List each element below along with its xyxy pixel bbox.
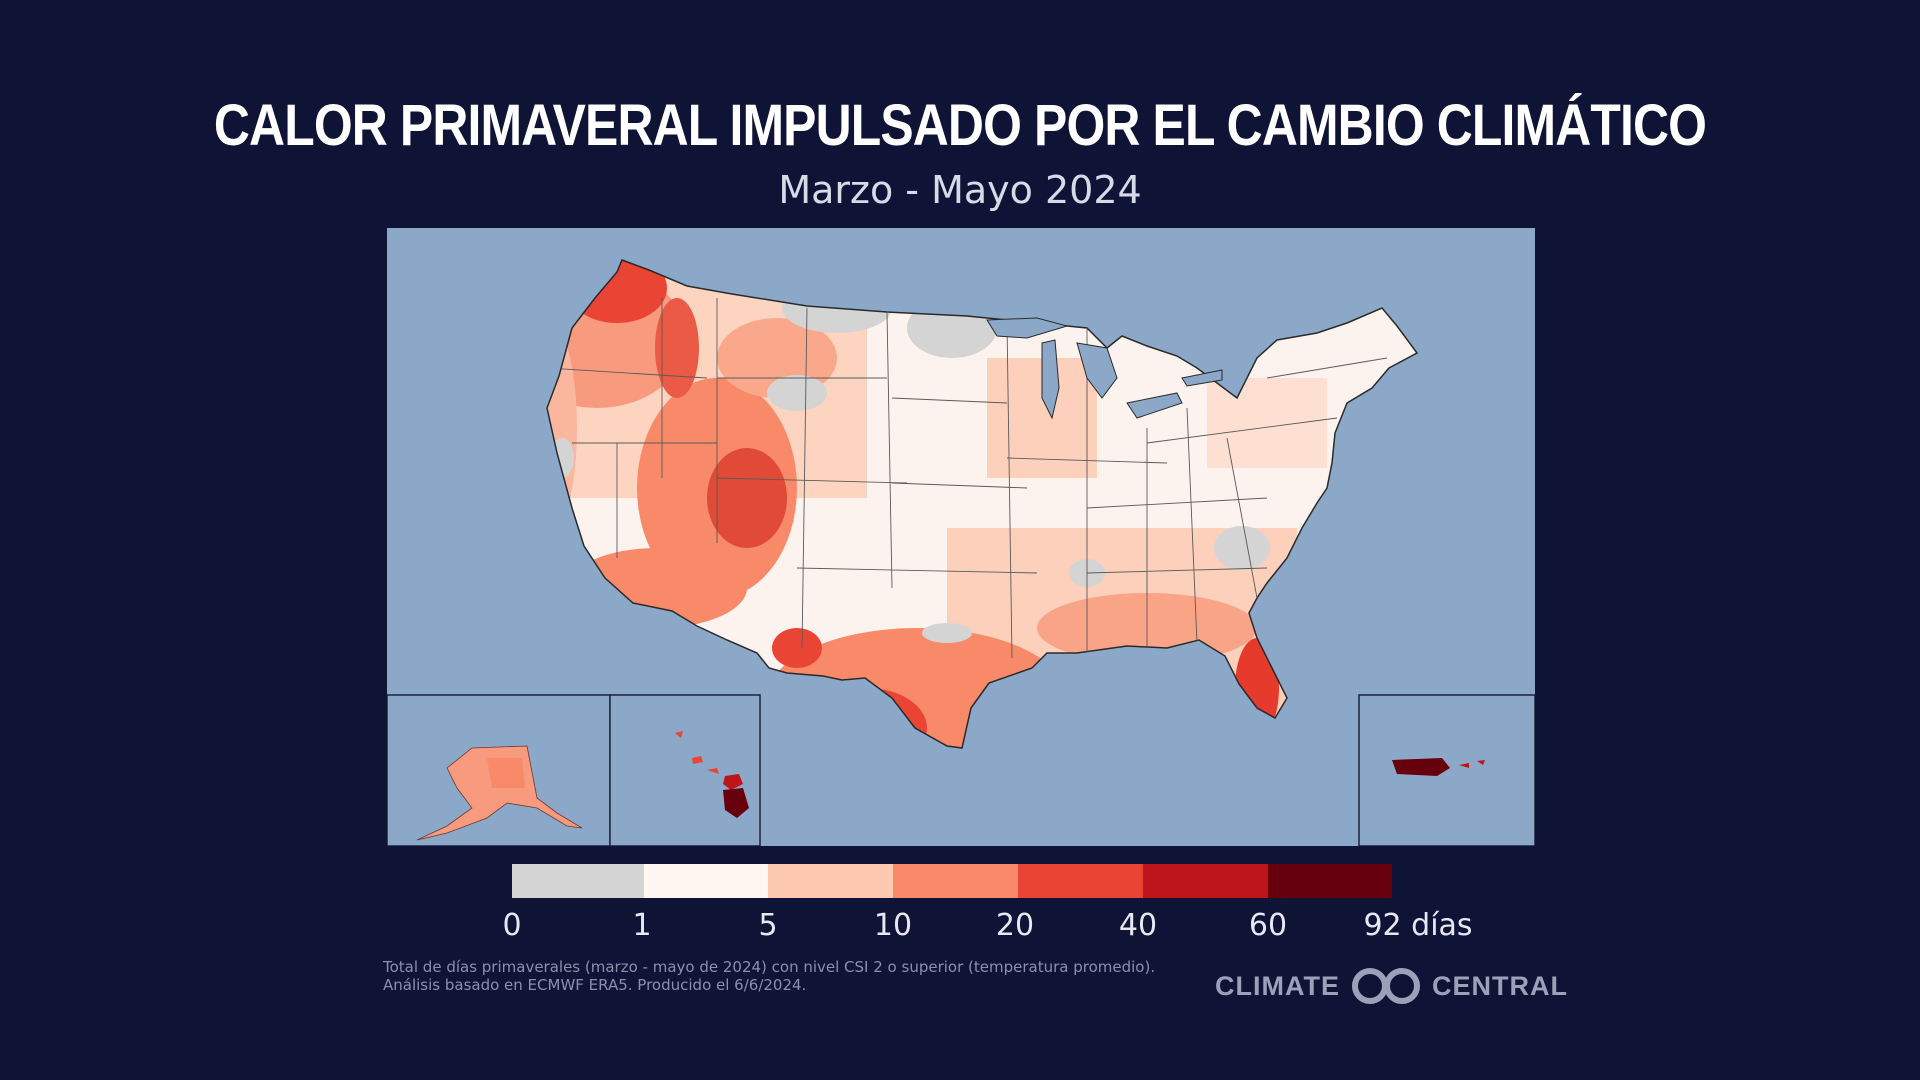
legend-tick: 40 (1118, 908, 1158, 943)
legend-swatch (644, 864, 768, 898)
map-panel (387, 228, 1535, 846)
legend-tick: 20 (995, 908, 1035, 943)
legend-swatch (1018, 864, 1143, 898)
footnote-line-2: Análisis basado en ECMWF ERA5. Producido… (383, 976, 807, 994)
hawaii-inset (609, 694, 761, 846)
legend-swatch (768, 864, 893, 898)
legend-bar (512, 864, 1392, 898)
climate-central-logo: CLIMATE CENTRAL (1215, 966, 1568, 1006)
brand-left-text: CLIMATE (1215, 970, 1340, 1001)
page-subtitle: Marzo - Mayo 2024 (778, 168, 1142, 212)
infinity-logo-icon (1350, 966, 1422, 1006)
puerto-rico-inset (1358, 694, 1535, 846)
legend-tick: 92 días (1363, 908, 1473, 943)
legend-swatch (1143, 864, 1268, 898)
legend-swatch (1268, 864, 1392, 898)
alaska-inset (387, 694, 611, 846)
contiguous-us-map (387, 259, 1535, 846)
legend-swatch (893, 864, 1018, 898)
legend-swatch (512, 864, 644, 898)
legend-tick: 60 (1248, 908, 1288, 943)
legend-tick: 10 (873, 908, 913, 943)
legend-ticks: 0 1 5 10 20 40 60 92 días (0, 908, 1920, 948)
legend-tick: 5 (758, 908, 778, 943)
legend-tick: 1 (632, 908, 652, 943)
footnote-line-1: Total de días primaverales (marzo - mayo… (383, 958, 1156, 976)
legend-tick: 0 (502, 908, 522, 943)
page-title: CALOR PRIMAVERAL IMPULSADO POR EL CAMBIO… (213, 93, 1707, 158)
footnote: Total de días primaverales (marzo - mayo… (383, 958, 1203, 994)
brand-right-text: CENTRAL (1431, 970, 1568, 1001)
